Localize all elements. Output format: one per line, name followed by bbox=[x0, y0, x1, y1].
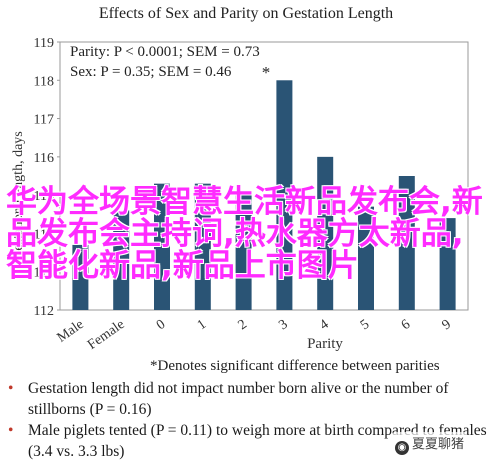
bar-3 bbox=[276, 80, 293, 311]
x-tick-label: 2 bbox=[236, 317, 250, 333]
y-tick-label: 118 bbox=[34, 74, 54, 89]
x-tick-label: 5 bbox=[358, 317, 372, 333]
bars bbox=[72, 80, 456, 311]
bar-6 bbox=[398, 176, 415, 310]
x-tick-label: 3 bbox=[276, 317, 290, 333]
overlay-text: 华为全场景智慧生活新品发布会,新品发布会主持词,热水器方太新品,智能化新品,新品… bbox=[6, 184, 483, 284]
y-tick-label: 112 bbox=[34, 304, 54, 319]
stats-sex: Sex: P = 0.35; SEM = 0.46 bbox=[70, 64, 232, 80]
x-tick-label: 6 bbox=[399, 317, 413, 333]
stats-parity: Parity: P < 0.0001; SEM = 0.73 bbox=[70, 44, 260, 60]
note-item: • Gestation length did not impact number… bbox=[8, 378, 488, 420]
bar-2 bbox=[235, 195, 252, 310]
watermark: ◉ 夏夏聊猪 bbox=[392, 432, 468, 456]
footnote: *Denotes significant difference between … bbox=[150, 358, 440, 374]
bar-4 bbox=[317, 156, 334, 310]
y-axis-label: Gestation Length, days bbox=[11, 131, 26, 260]
significance-star: * bbox=[262, 63, 271, 82]
notes-list: • Gestation length did not impact number… bbox=[8, 378, 488, 462]
note-text: Gestation length did not impact number b… bbox=[28, 380, 449, 418]
x-tick-label: Male bbox=[55, 317, 87, 346]
x-tick-label: 4 bbox=[317, 317, 331, 333]
bullet: • bbox=[8, 380, 14, 397]
bullet: • bbox=[8, 422, 14, 439]
wechat-icon: ◉ bbox=[395, 441, 409, 455]
bar-0 bbox=[154, 183, 170, 310]
bar-male bbox=[72, 244, 89, 310]
y-tick-label: 116 bbox=[34, 151, 54, 166]
bar-1 bbox=[194, 183, 211, 310]
plot-frame bbox=[59, 41, 469, 311]
x-tick-label: 1 bbox=[195, 317, 209, 333]
y-tick-label: 119 bbox=[34, 36, 54, 51]
y-tick-label: 114 bbox=[34, 227, 54, 242]
x-tick-label: Female bbox=[85, 317, 127, 353]
chart-title: Effects of Sex and Parity on Gestation L… bbox=[99, 5, 393, 22]
x-axis-label: Parity bbox=[307, 336, 343, 352]
bar-9 bbox=[439, 218, 456, 310]
y-tick-label: 113 bbox=[34, 266, 54, 281]
x-tick-label: 9 bbox=[440, 317, 454, 333]
watermark-text: 夏夏聊猪 bbox=[412, 436, 465, 451]
y-tick-label: 117 bbox=[34, 113, 54, 128]
bar-female bbox=[113, 210, 130, 310]
note-item: • Male piglets tented (P = 0.11) to weig… bbox=[8, 420, 488, 462]
x-tick-label: 0 bbox=[154, 317, 168, 333]
note-text: Male piglets tented (P = 0.11) to weigh … bbox=[28, 422, 487, 460]
bar-5 bbox=[358, 206, 374, 310]
y-tick-label: 115 bbox=[34, 189, 54, 204]
